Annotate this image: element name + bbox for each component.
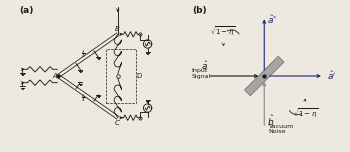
Text: $\hat{a}'$: $\hat{a}'$	[327, 70, 336, 82]
Text: $\hat{a}$: $\hat{a}$	[201, 59, 208, 72]
Text: (a): (a)	[19, 6, 33, 15]
Text: A: A	[53, 73, 57, 79]
Text: $\frac{\lambda}{4}$: $\frac{\lambda}{4}$	[81, 48, 86, 60]
Text: (b): (b)	[193, 6, 207, 15]
Text: D: D	[136, 73, 142, 79]
Text: $\hat{a}^{*}$: $\hat{a}^{*}$	[267, 13, 278, 26]
Text: B: B	[115, 26, 119, 32]
Text: C: C	[115, 120, 119, 126]
Text: $\sqrt{1-\eta}$: $\sqrt{1-\eta}$	[210, 25, 235, 38]
Text: $\hat{b}$: $\hat{b}$	[267, 113, 274, 128]
Text: Input
Signal: Input Signal	[191, 68, 210, 79]
Text: Vacuum
Noise: Vacuum Noise	[269, 124, 294, 135]
Polygon shape	[245, 56, 284, 96]
Bar	[106, 49, 136, 103]
Text: $\sqrt{1-\eta}$: $\sqrt{1-\eta}$	[293, 107, 319, 120]
Text: $\frac{\lambda}{4}$: $\frac{\lambda}{4}$	[81, 92, 86, 104]
